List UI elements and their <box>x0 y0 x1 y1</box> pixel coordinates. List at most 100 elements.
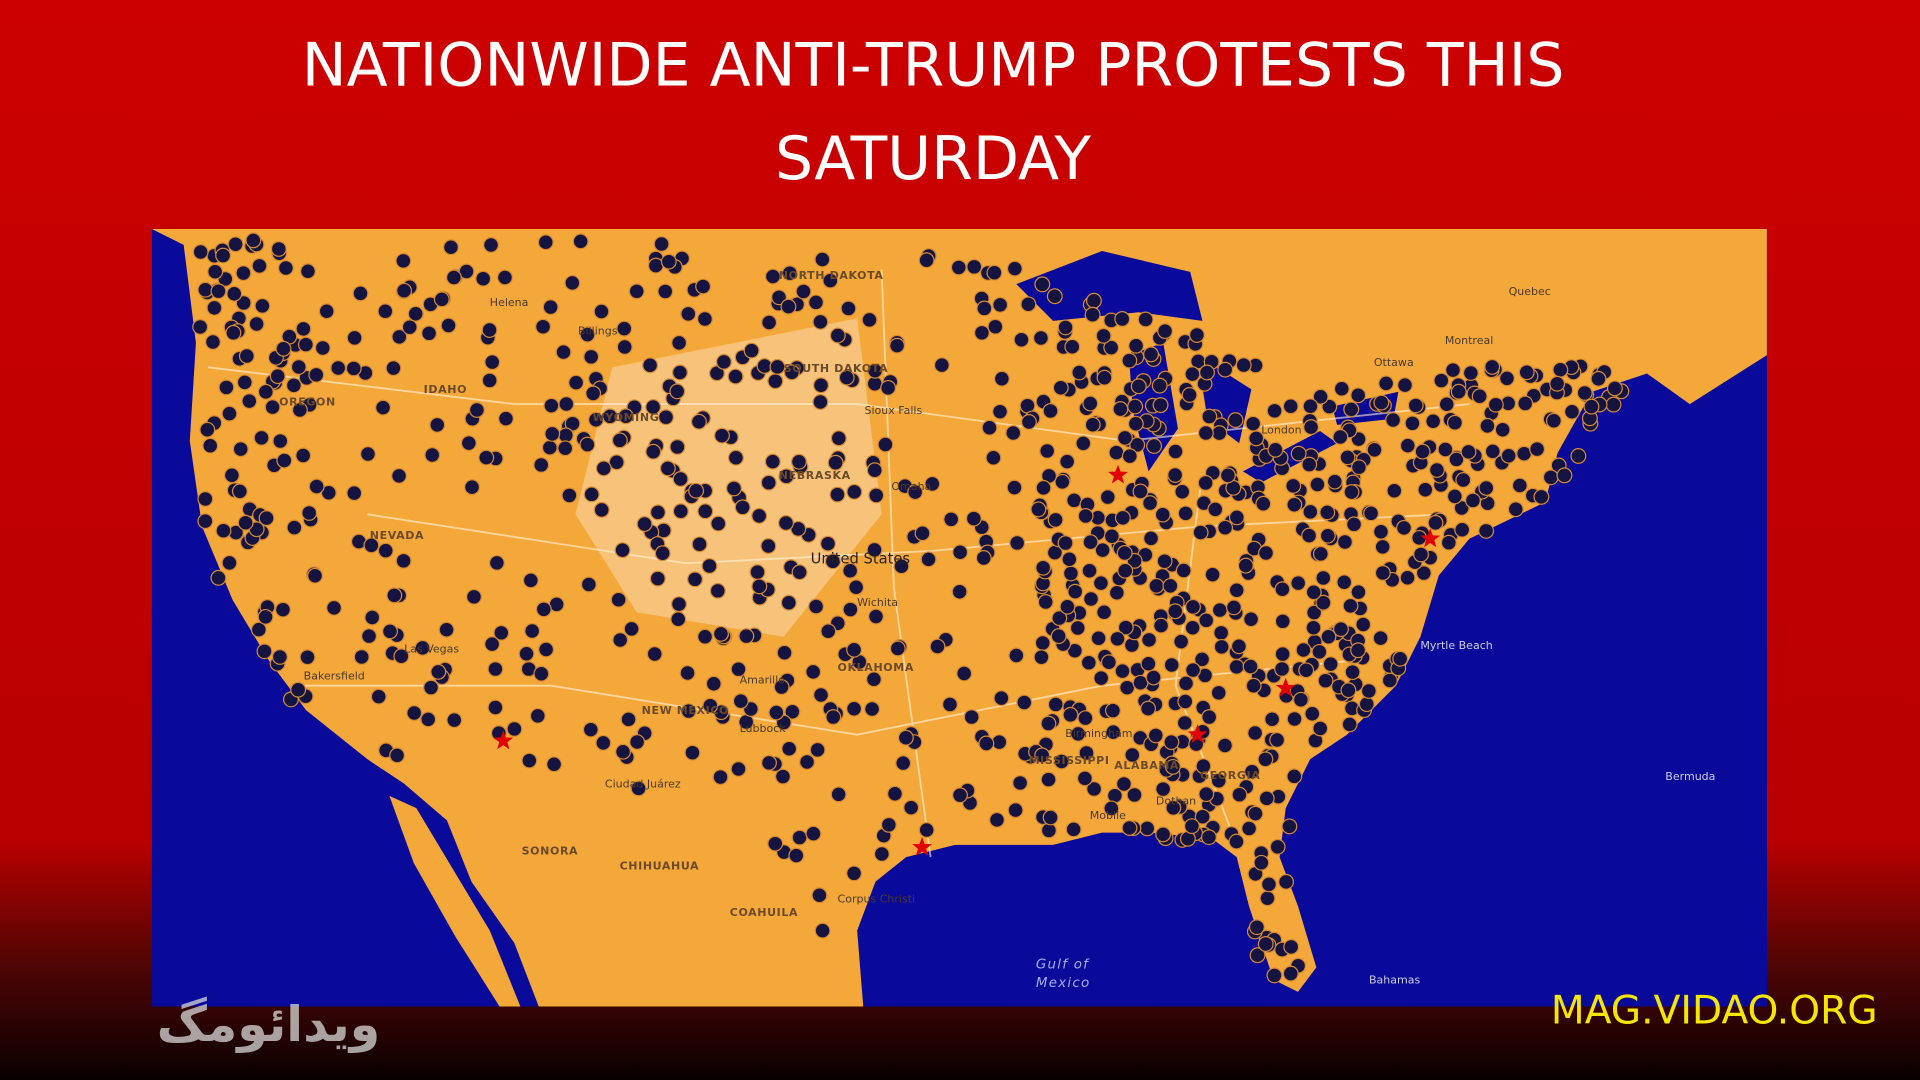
protest-dot <box>1249 947 1266 964</box>
protest-dot <box>1564 403 1580 420</box>
map-label: NEBRASKA <box>779 469 851 482</box>
protest-dot <box>975 550 992 566</box>
protest-dot <box>791 564 808 581</box>
protest-dot <box>864 701 881 717</box>
protest-dot <box>1399 437 1416 454</box>
protest-dot <box>1086 780 1103 797</box>
protest-dot <box>713 427 730 444</box>
protest-dot <box>364 609 381 626</box>
protest-dot <box>978 735 995 752</box>
protest-dot <box>1140 700 1157 717</box>
protest-dot <box>558 395 575 412</box>
protest-dot <box>1143 530 1159 547</box>
protest-dot <box>680 305 697 322</box>
protest-dot <box>207 263 224 280</box>
protest-dot <box>1417 481 1434 498</box>
map-label: Billings <box>578 324 618 337</box>
protest-dot <box>1302 503 1319 520</box>
protest-dot <box>1035 479 1052 496</box>
protest-dot <box>197 491 214 507</box>
protest-dot <box>1326 473 1343 490</box>
protest-dot <box>277 260 294 276</box>
protest-dot <box>1032 330 1049 346</box>
protest-dot <box>612 632 629 649</box>
protest-dot <box>582 721 599 738</box>
protest-dot <box>1374 564 1391 581</box>
protest-dot <box>992 403 1009 420</box>
protest-dot <box>1053 753 1070 770</box>
protest-dot <box>1184 366 1201 383</box>
map-label: Corpus Christi <box>838 892 916 905</box>
protest-dot <box>611 432 628 449</box>
protest-dot <box>761 314 778 331</box>
protest-dot <box>1117 562 1134 579</box>
protest-dot <box>295 320 312 337</box>
protest-dot <box>1319 527 1336 544</box>
protest-dot <box>221 554 238 571</box>
protest-dot <box>488 554 505 571</box>
protest-dot <box>1077 508 1094 524</box>
protest-dot <box>976 300 993 317</box>
protest-dot <box>630 780 647 797</box>
protest-dot <box>805 825 822 842</box>
protest-dot <box>1350 387 1367 404</box>
protest-dot <box>1478 480 1495 496</box>
protest-dot <box>749 564 766 581</box>
protest-dot <box>1415 565 1432 582</box>
protest-dot <box>361 628 378 645</box>
map-label: Amarillo <box>740 673 786 686</box>
protest-dot <box>767 373 784 390</box>
protest-dot <box>614 542 631 559</box>
protest-dot <box>1217 519 1234 536</box>
protest-dot <box>1007 802 1024 819</box>
protest-dot <box>1016 694 1033 711</box>
protest-dot <box>1188 327 1205 343</box>
protest-dot <box>555 344 572 361</box>
protest-dot <box>1290 445 1307 462</box>
protest-dot <box>1606 380 1623 397</box>
protest-dot <box>407 305 424 322</box>
protest-dot <box>423 679 439 696</box>
protest-dot <box>1103 528 1120 545</box>
protest-dot <box>846 483 863 500</box>
protest-dot <box>256 643 273 660</box>
protest-dot <box>391 328 408 345</box>
protest-dot <box>1114 663 1131 680</box>
protest-dot <box>300 263 316 280</box>
protest-dot <box>270 240 287 257</box>
protest-dot <box>1075 435 1092 452</box>
lake <box>1242 431 1338 483</box>
protest-dot <box>395 552 412 569</box>
protest-dot <box>1397 377 1413 394</box>
protest-dot <box>1315 594 1332 611</box>
protest-dot <box>1067 583 1084 600</box>
protest-dot <box>1006 260 1023 277</box>
protest-dot <box>197 513 214 530</box>
protest-dot <box>363 537 380 554</box>
protest-dot <box>1332 429 1349 445</box>
protest-dot <box>778 515 794 531</box>
protest-dot <box>1062 565 1079 582</box>
protest-dot <box>1267 441 1284 458</box>
protest-dot <box>1071 364 1088 381</box>
protest-dot <box>1549 375 1566 392</box>
map-label: GEORGIA <box>1200 769 1260 782</box>
protest-dot <box>468 401 485 418</box>
protest-dot <box>1121 352 1138 369</box>
protest-dot <box>620 711 637 728</box>
protest-dot <box>1303 419 1320 436</box>
protest-dot <box>353 648 370 665</box>
protest-dot <box>1198 786 1215 803</box>
protest-dot <box>1108 584 1125 601</box>
protest-dot <box>1064 338 1081 355</box>
protest-dot <box>538 641 555 658</box>
protest-dot <box>1257 936 1274 952</box>
protest-dot <box>1295 641 1312 658</box>
protest-dot <box>290 681 307 698</box>
protest-dot <box>1062 706 1079 723</box>
protest-dot <box>812 394 829 410</box>
protest-dot <box>254 297 271 314</box>
protest-dot <box>840 300 857 317</box>
protest-dot <box>521 752 538 769</box>
protest-dot <box>1445 362 1461 379</box>
